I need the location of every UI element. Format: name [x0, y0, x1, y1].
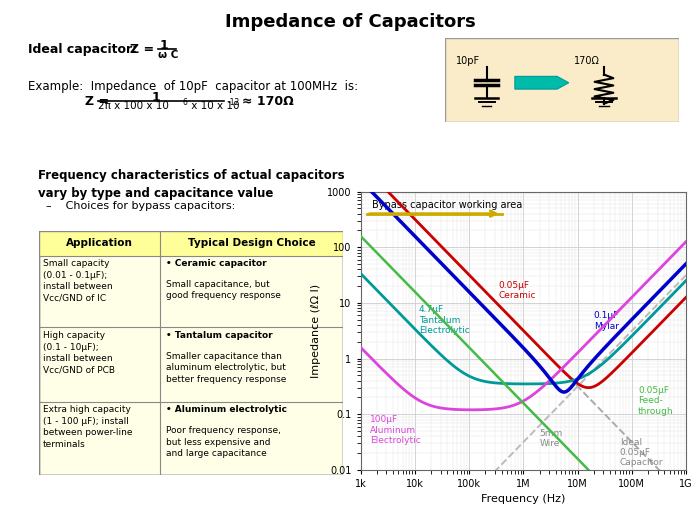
Y-axis label: Impedance (ℓΩ l): Impedance (ℓΩ l): [312, 283, 321, 378]
Text: 1: 1: [152, 91, 160, 104]
Text: Typical Design Choice: Typical Design Choice: [188, 238, 316, 248]
Text: Small capacitance, but
good frequency response: Small capacitance, but good frequency re…: [167, 280, 281, 300]
Text: Z =: Z =: [130, 43, 153, 56]
Text: -12: -12: [228, 98, 239, 107]
Text: Z =: Z =: [85, 95, 109, 108]
Text: 10pF: 10pF: [456, 56, 480, 67]
FancyArrow shape: [515, 76, 569, 89]
Text: 1: 1: [160, 39, 169, 52]
Text: • Ceramic capacitor: • Ceramic capacitor: [167, 259, 267, 268]
Text: 6: 6: [182, 98, 187, 107]
Text: ≈ 170Ω: ≈ 170Ω: [241, 95, 293, 108]
Text: Bypass capacitor working area: Bypass capacitor working area: [372, 200, 522, 210]
Text: Small capacity
(0.01 - 0.1μF);
install between
Vcc/GND of IC: Small capacity (0.01 - 0.1μF); install b…: [43, 259, 113, 303]
Text: Impedance of Capacitors: Impedance of Capacitors: [225, 13, 475, 30]
Text: x 10 x 10: x 10 x 10: [188, 101, 239, 111]
Text: 100μF
Aluminum
Electrolytic: 100μF Aluminum Electrolytic: [370, 416, 421, 446]
Text: • Aluminum electrolytic: • Aluminum electrolytic: [167, 405, 288, 415]
Text: 2π x 100 x 10: 2π x 100 x 10: [98, 101, 169, 111]
Text: Poor frequency response,
but less expensive and
and large capacitance: Poor frequency response, but less expens…: [167, 426, 281, 458]
Text: 0.1μF
Mylar: 0.1μF Mylar: [594, 311, 619, 331]
Text: Ideal
0.05μF
Capacitor: Ideal 0.05μF Capacitor: [620, 437, 663, 467]
Text: Frequency characteristics of actual capacitors
vary by type and capacitance valu: Frequency characteristics of actual capa…: [38, 169, 345, 200]
Text: ω C: ω C: [158, 50, 178, 60]
Text: • Tantalum capacitor: • Tantalum capacitor: [167, 331, 273, 340]
Text: High capacity
(0.1 - 10μF);
install between
Vcc/GND of PCB: High capacity (0.1 - 10μF); install betw…: [43, 331, 115, 374]
Bar: [38, 231, 343, 256]
Text: 5mm
Wire: 5mm Wire: [540, 429, 563, 448]
X-axis label: Frequency (Hz): Frequency (Hz): [481, 494, 566, 504]
Text: 4.7μF
Tantalum
Electrolytic: 4.7μF Tantalum Electrolytic: [419, 305, 470, 335]
Text: 0.05μF
Feed-
through: 0.05μF Feed- through: [638, 386, 673, 416]
Text: Ideal capacitor:: Ideal capacitor:: [28, 43, 137, 56]
Text: Example:  Impedance  of 10pF  capacitor at 100MHz  is:: Example: Impedance of 10pF capacitor at …: [28, 80, 358, 93]
Text: Extra high capacity
(1 - 100 μF); install
between power-line
terminals: Extra high capacity (1 - 100 μF); instal…: [43, 405, 132, 449]
Text: –    Choices for bypass capacitors:: – Choices for bypass capacitors:: [46, 201, 234, 211]
Text: Application: Application: [66, 238, 133, 248]
Text: 170Ω: 170Ω: [573, 56, 599, 67]
Text: 0.05μF
Ceramic: 0.05μF Ceramic: [498, 281, 536, 300]
Text: Smaller capacitance than
aluminum electrolytic, but
better frequency response: Smaller capacitance than aluminum electr…: [167, 352, 287, 384]
